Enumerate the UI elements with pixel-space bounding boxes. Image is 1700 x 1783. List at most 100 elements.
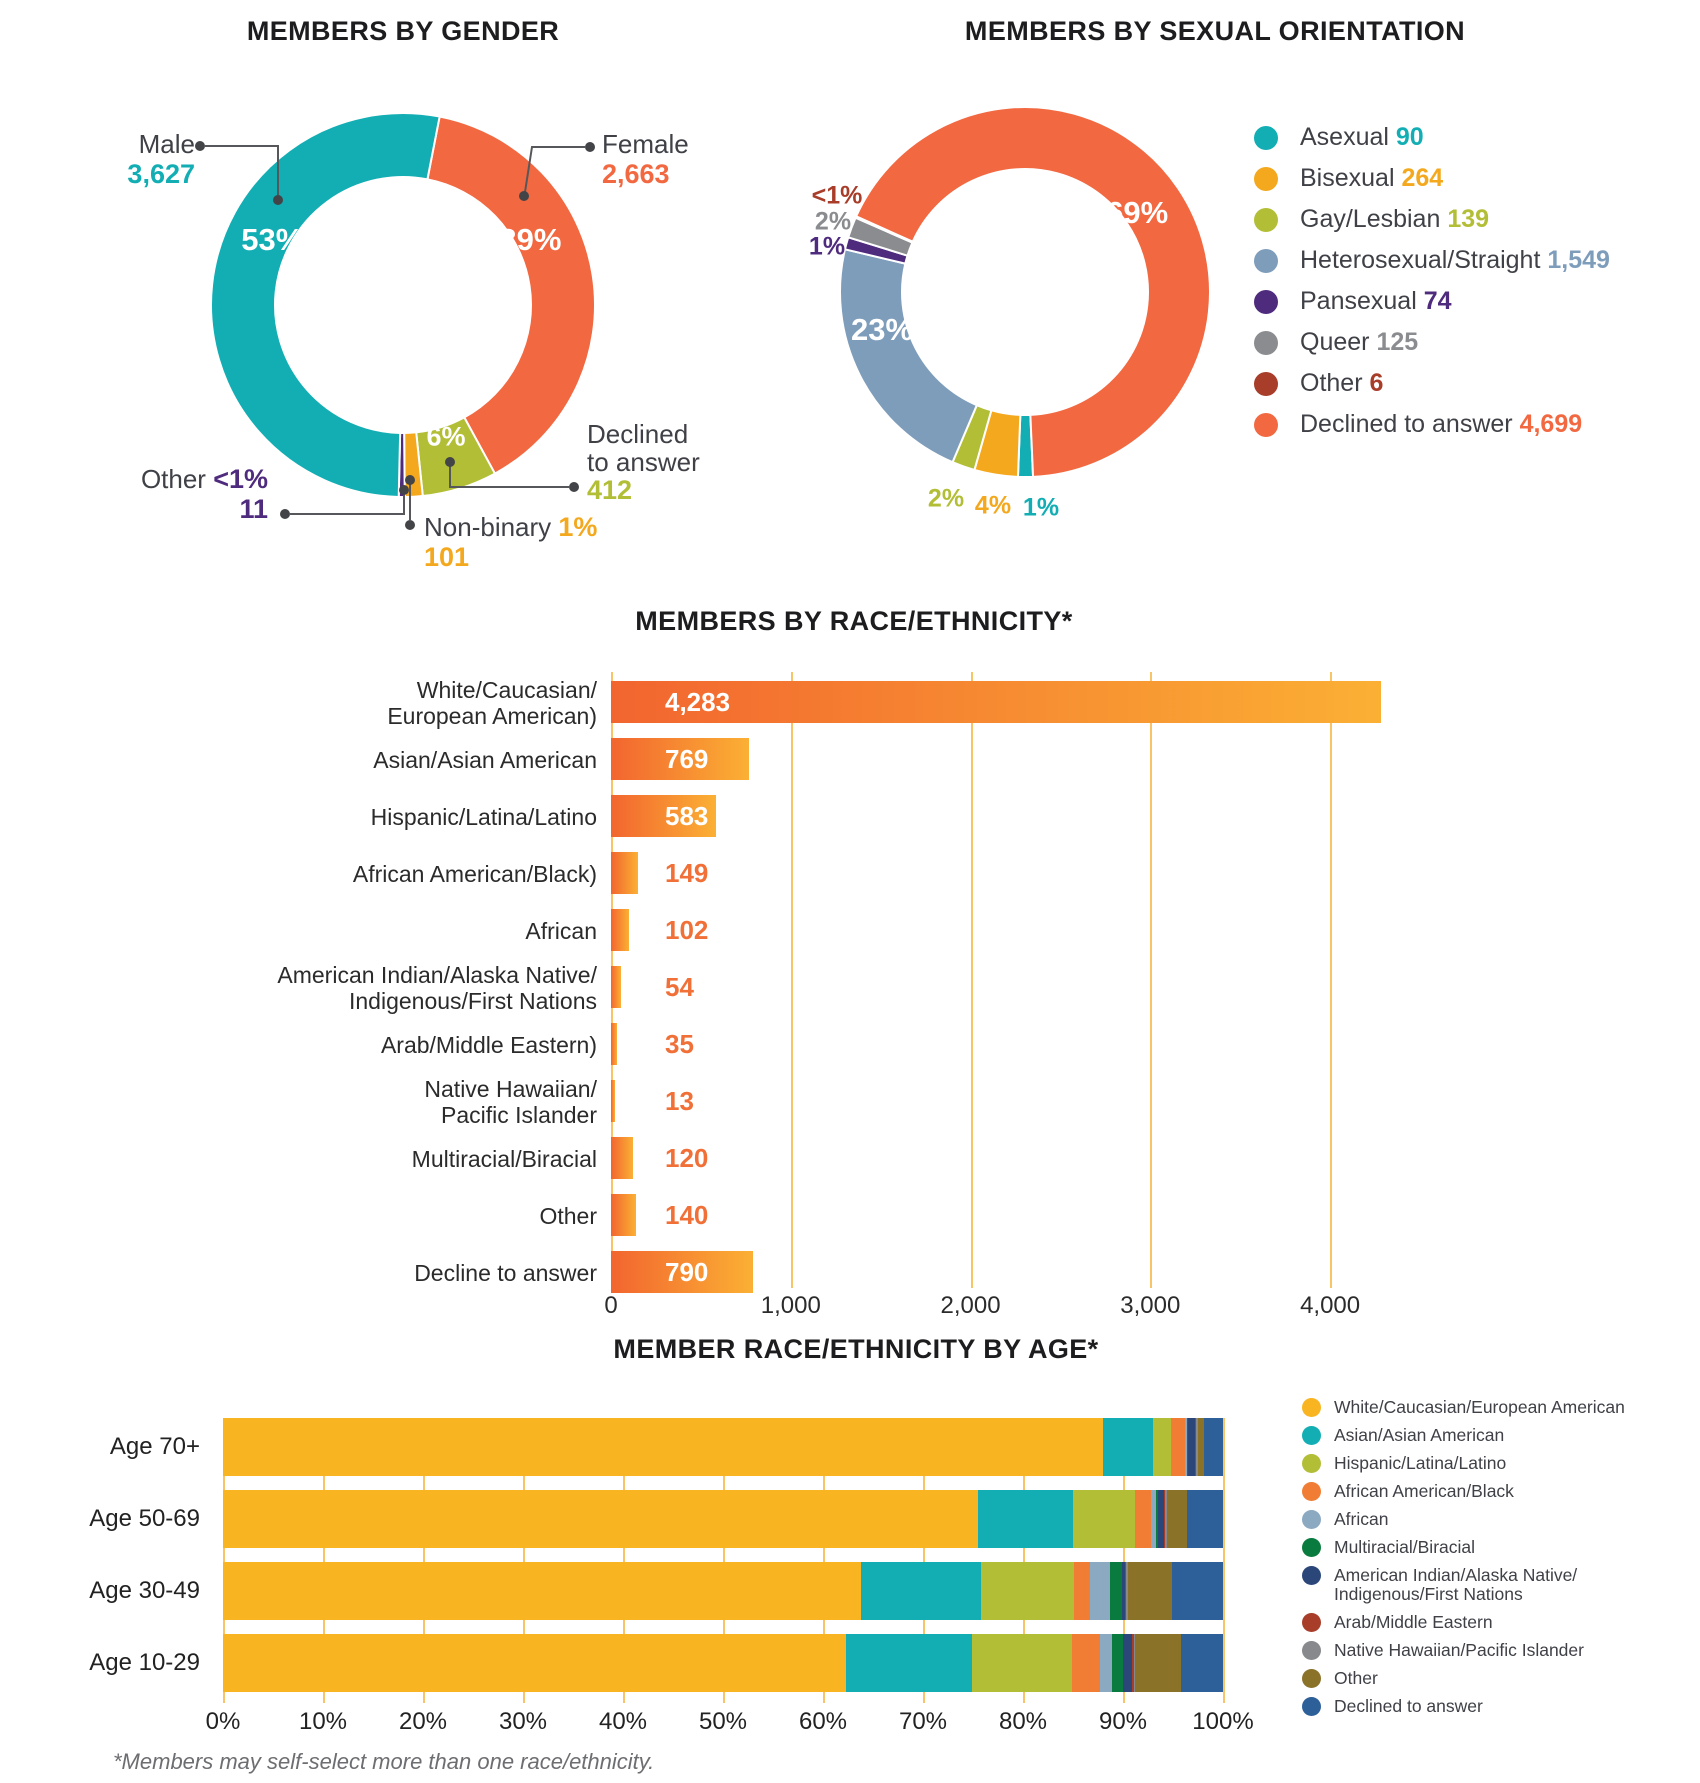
bar-segment <box>1126 1562 1128 1620</box>
bar-segment <box>1132 1634 1134 1692</box>
age-row-label: Age 30-49 <box>89 1577 200 1604</box>
race-bar-label: Arab/Middle Eastern) <box>380 1031 597 1058</box>
race-bar-label: African <box>525 917 597 944</box>
race-bar-row: Arab/Middle Eastern) 35 <box>0 1016 1700 1073</box>
age-legend: White/Caucasian/European American Asian/A… <box>1302 1398 1625 1725</box>
race-bar-row: African American/Black) 149 <box>0 845 1700 902</box>
legend-label: Pansexual 74 <box>1300 287 1452 315</box>
x-axis-tick-label: 60% <box>798 1708 848 1735</box>
legend-dot-icon <box>1254 330 1278 355</box>
race-bar <box>611 1251 754 1293</box>
x-axis-tick-label: 90% <box>1098 1708 1148 1735</box>
callout-male-value: 3,627 <box>127 159 195 189</box>
race-bar <box>611 681 1381 723</box>
age-stacked-bar <box>223 1562 1223 1620</box>
legend-item: Declined to answer 4,699 <box>1254 404 1610 445</box>
bar-segment <box>1181 1634 1223 1692</box>
donut-pct-label: 39% <box>499 222 562 258</box>
orientation-pct-pansexual: 1% <box>808 232 846 261</box>
legend-label: Heterosexual/Straight 1,549 <box>1300 246 1610 274</box>
bar-segment <box>1153 1418 1171 1476</box>
donut-pct-label: 53% <box>241 221 304 257</box>
race-bar-label: African American/Black) <box>352 860 597 887</box>
legend-label: Multiracial/Biracial <box>1334 1537 1476 1557</box>
race-bar-row: Native Hawaiian/Pacific Islander 13 <box>0 1073 1700 1130</box>
legend-dot-icon <box>1302 1669 1321 1688</box>
legend-item: Asian/Asian American <box>1302 1426 1625 1445</box>
orientation-donut-chart <box>839 106 1211 478</box>
race-bar-value: 35 <box>665 1028 694 1059</box>
legend-item: Native Hawaiian/Pacific Islander <box>1302 1641 1625 1660</box>
legend-label: Other 6 <box>1300 369 1384 397</box>
race-bar-label: Hispanic/Latina/Latino <box>370 803 597 830</box>
bar-segment <box>1196 1418 1198 1476</box>
callout-nonbinary-value: 101 <box>424 542 470 572</box>
gridline <box>1330 672 1333 1288</box>
bar-segment <box>1187 1418 1188 1476</box>
bar-segment <box>972 1634 1072 1692</box>
donut-slice-declined-to-answer <box>854 106 1211 478</box>
orientation-pct-queer: 2% <box>814 207 852 236</box>
x-axis-tick-label: 2,000 <box>940 1292 1001 1319</box>
age-stacked-bar <box>223 1634 1223 1692</box>
race-bar-value: 583 <box>665 800 709 831</box>
legend-item: Asexual 90 <box>1254 117 1610 158</box>
x-axis-tick-label: 100% <box>1192 1708 1254 1735</box>
race-bar-label: Other <box>539 1202 597 1229</box>
race-bar <box>611 1194 637 1236</box>
legend-label: Other <box>1334 1668 1378 1688</box>
bar-segment <box>1072 1634 1100 1692</box>
bar-segment <box>1135 1490 1151 1548</box>
gridline <box>823 1418 825 1703</box>
legend-item: African American/Black <box>1302 1482 1625 1501</box>
x-axis-tick-label: 3,000 <box>1120 1292 1181 1319</box>
x-axis-tick-label: 0% <box>205 1708 241 1735</box>
callout-female-label: Female <box>602 129 689 159</box>
donut-slice-male <box>210 112 441 498</box>
donut-slice-female <box>426 115 596 475</box>
age-chart-title: MEMBER RACE/ETHNICITY BY AGE* <box>613 1334 1099 1364</box>
race-bar <box>611 738 750 780</box>
age-chart-gridlines <box>0 1418 1700 1703</box>
age-row-label: Age 50-69 <box>89 1505 200 1532</box>
bar-segment <box>1122 1562 1125 1620</box>
bar-segment <box>1074 1562 1090 1620</box>
gender-donut-chart <box>210 112 596 499</box>
legend-label: Bisexual 264 <box>1300 164 1444 192</box>
race-bar <box>611 1137 633 1179</box>
age-stacked-bar <box>223 1490 1223 1548</box>
age-stacked-bar <box>223 1418 1223 1476</box>
race-bar <box>611 1080 615 1122</box>
race-bar-value: 790 <box>665 1256 709 1287</box>
legend-item: Multiracial/Biracial <box>1302 1538 1625 1557</box>
legend-dot-icon <box>1254 207 1278 232</box>
gridline <box>923 1418 925 1703</box>
legend-dot-icon <box>1254 289 1278 314</box>
bar-segment <box>223 1418 1103 1476</box>
callout-nonbinary-pct: 1% <box>558 512 598 542</box>
legend-item: Pansexual 74 <box>1254 281 1610 322</box>
race-bar-value: 140 <box>665 1199 709 1230</box>
legend-item: American Indian/Alaska Native/Indigenous… <box>1302 1566 1625 1604</box>
gridline <box>1123 1418 1125 1703</box>
legend-dot-icon <box>1302 1538 1321 1557</box>
orientation-legend: Asexual 90 Bisexual 264 Gay/Lesbian 139 Het… <box>1254 117 1610 445</box>
x-axis-tick-label: 4,000 <box>1300 1292 1361 1319</box>
bar-segment <box>223 1490 978 1548</box>
bar-segment <box>1158 1490 1164 1548</box>
bar-segment <box>861 1562 981 1620</box>
bar-segment <box>846 1634 972 1692</box>
bar-segment <box>1125 1562 1126 1620</box>
bar-segment <box>1100 1634 1112 1692</box>
legend-dot-icon <box>1302 1398 1321 1417</box>
legend-item: African <box>1302 1510 1625 1529</box>
legend-item: Hispanic/Latina/Latino <box>1302 1454 1625 1473</box>
x-axis-tick-label: 20% <box>398 1708 448 1735</box>
donut-slice-heterosexual-straight <box>839 248 979 464</box>
x-axis-tick-label: 50% <box>698 1708 748 1735</box>
race-bar-row: White/Caucasian/European American) 4,283 <box>0 674 1700 731</box>
bar-segment <box>1073 1490 1135 1548</box>
legend-dot-icon <box>1302 1426 1321 1445</box>
age-chart-x-axis: 0% 10% 20% 30% 40% 50% 60% 70% 80% 90% 100% <box>0 1708 1700 1738</box>
bar-segment <box>1110 1562 1122 1620</box>
